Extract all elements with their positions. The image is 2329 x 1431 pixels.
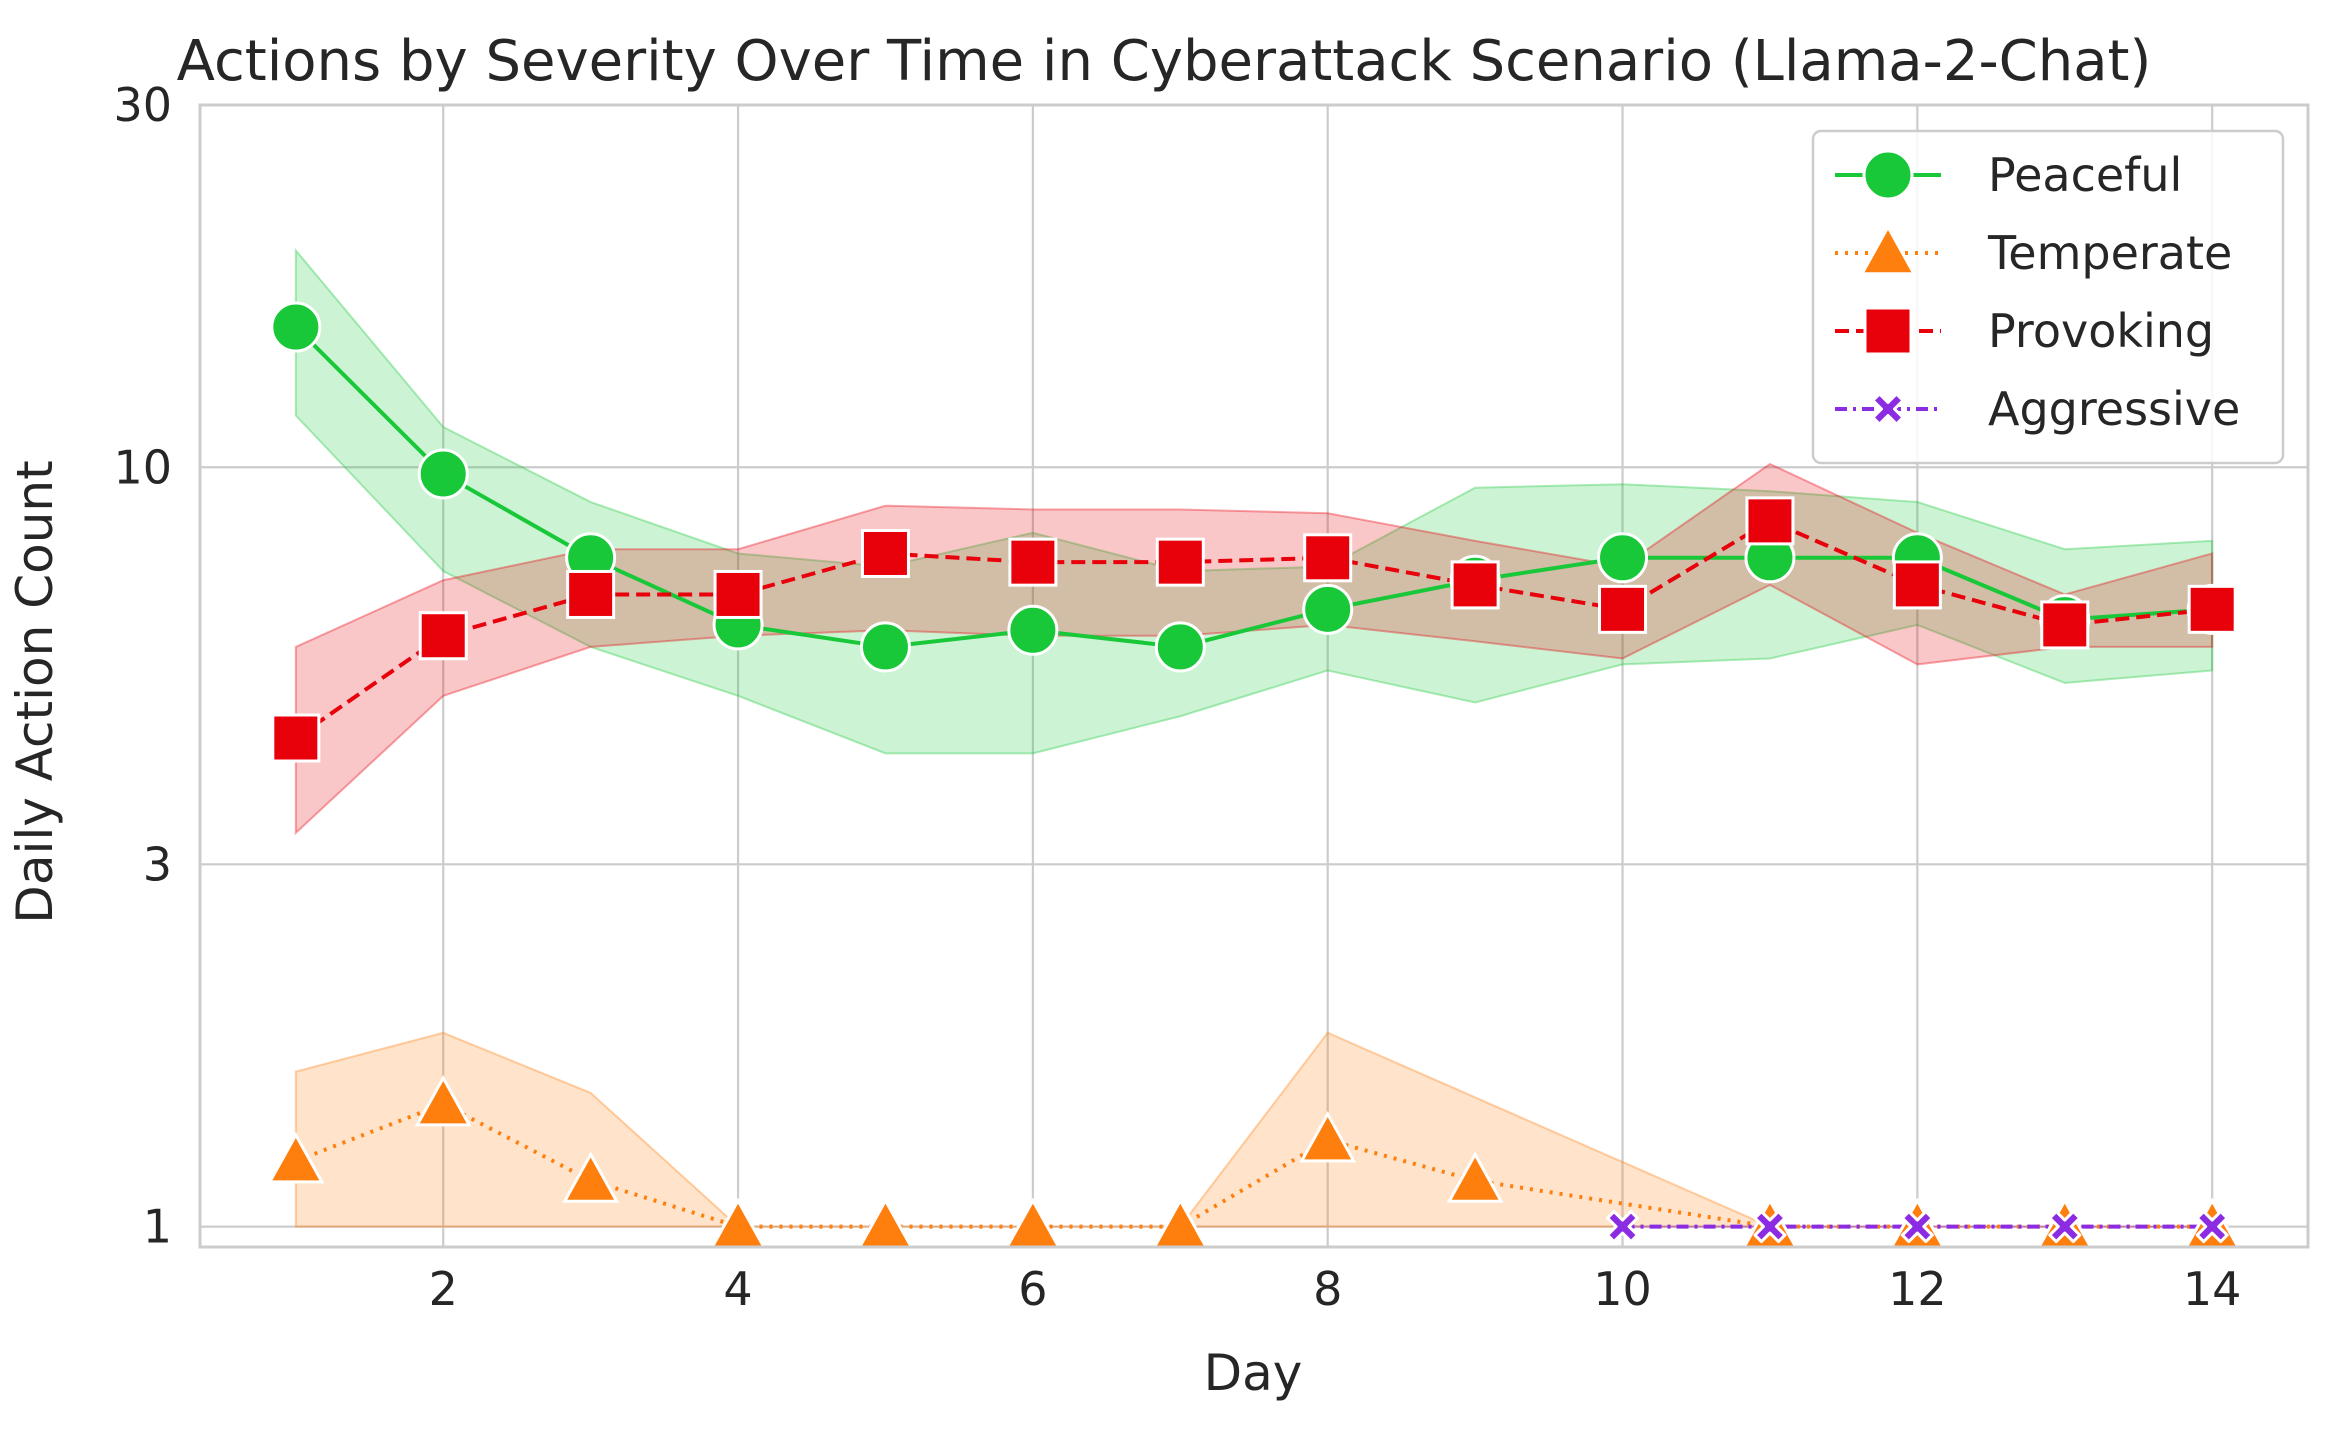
legend-marker-temperate (1859, 223, 1917, 276)
aggressive-point (2195, 1210, 2229, 1244)
chart-title: Actions by Severity Over Time in Cyberat… (177, 29, 2152, 94)
peaceful-point (417, 448, 469, 500)
temperate-point (1299, 1110, 1357, 1163)
temperate-point (1004, 1197, 1062, 1249)
x-tick-label: 4 (723, 1262, 752, 1316)
provoking-point (1155, 537, 1205, 587)
provoking-point (1745, 496, 1795, 546)
y-tick-label: 30 (113, 78, 172, 132)
tick-labels: 2 4 6 8 10 12 14 1 3 10 30 (113, 78, 2241, 1316)
legend-label-temperate: Temperate (1987, 226, 2232, 280)
temperate-point (267, 1131, 325, 1184)
provoking-point (1303, 533, 1353, 583)
legend-box (1811, 129, 2285, 465)
peaceful-confidence-band (294, 247, 2214, 755)
temperate-point (1446, 1151, 1504, 1203)
temperate-point (856, 1197, 915, 1249)
y-tick-label: 10 (113, 440, 172, 494)
legend-label-aggressive: Aggressive (1988, 382, 2240, 436)
legend-marker-peaceful (1862, 149, 1914, 201)
x-tick-label: 2 (429, 1262, 458, 1316)
aggressive-point (1606, 1210, 1640, 1244)
legend-label-provoking: Provoking (1988, 304, 2214, 358)
x-tick-label: 10 (1593, 1262, 1652, 1316)
provoking-point (713, 569, 763, 619)
y-tick-label: 3 (143, 837, 172, 891)
aggressive-point (2048, 1210, 2082, 1244)
legend-marker-aggressive (1871, 392, 1905, 426)
x-tick-label: 12 (1888, 1262, 1947, 1316)
peaceful-point (1597, 532, 1649, 584)
x-tick-label: 8 (1313, 1262, 1342, 1316)
provoking-point (1892, 560, 1942, 610)
aggressive-point (1900, 1210, 1934, 1244)
plot-frame (198, 103, 2310, 1249)
legend-marker-provoking (1863, 306, 1913, 356)
x-axis-label: Day (1204, 1344, 1303, 1402)
peaceful-point (1302, 583, 1354, 635)
provoking-point (1450, 560, 1500, 610)
temperate-point (414, 1074, 472, 1127)
temperate-point (562, 1151, 620, 1203)
peaceful-point (859, 621, 911, 673)
peaceful-point (1007, 604, 1059, 656)
y-axis-label: Daily Action Count (6, 460, 64, 923)
provoking-point (2187, 584, 2237, 634)
provoking-point (1008, 537, 1058, 587)
legend: Peaceful Temperate Provoking Aggressive (1811, 129, 2285, 465)
provoking-point (271, 713, 321, 763)
series-markers (267, 301, 2241, 1249)
peaceful-point (270, 301, 322, 353)
x-tick-label: 6 (1018, 1262, 1047, 1316)
provoking-point (566, 569, 616, 619)
aggressive-point (1753, 1210, 1787, 1244)
x-tick-label: 14 (2183, 1262, 2242, 1316)
provoking-point (1598, 584, 1648, 634)
provoking-line (294, 518, 2213, 740)
provoking-point (2040, 600, 2090, 650)
provoking-point (418, 611, 468, 661)
legend-label-peaceful: Peaceful (1988, 148, 2182, 202)
provoking-point (860, 528, 910, 578)
peaceful-point (1154, 621, 1206, 673)
y-tick-label: 1 (143, 1200, 172, 1254)
